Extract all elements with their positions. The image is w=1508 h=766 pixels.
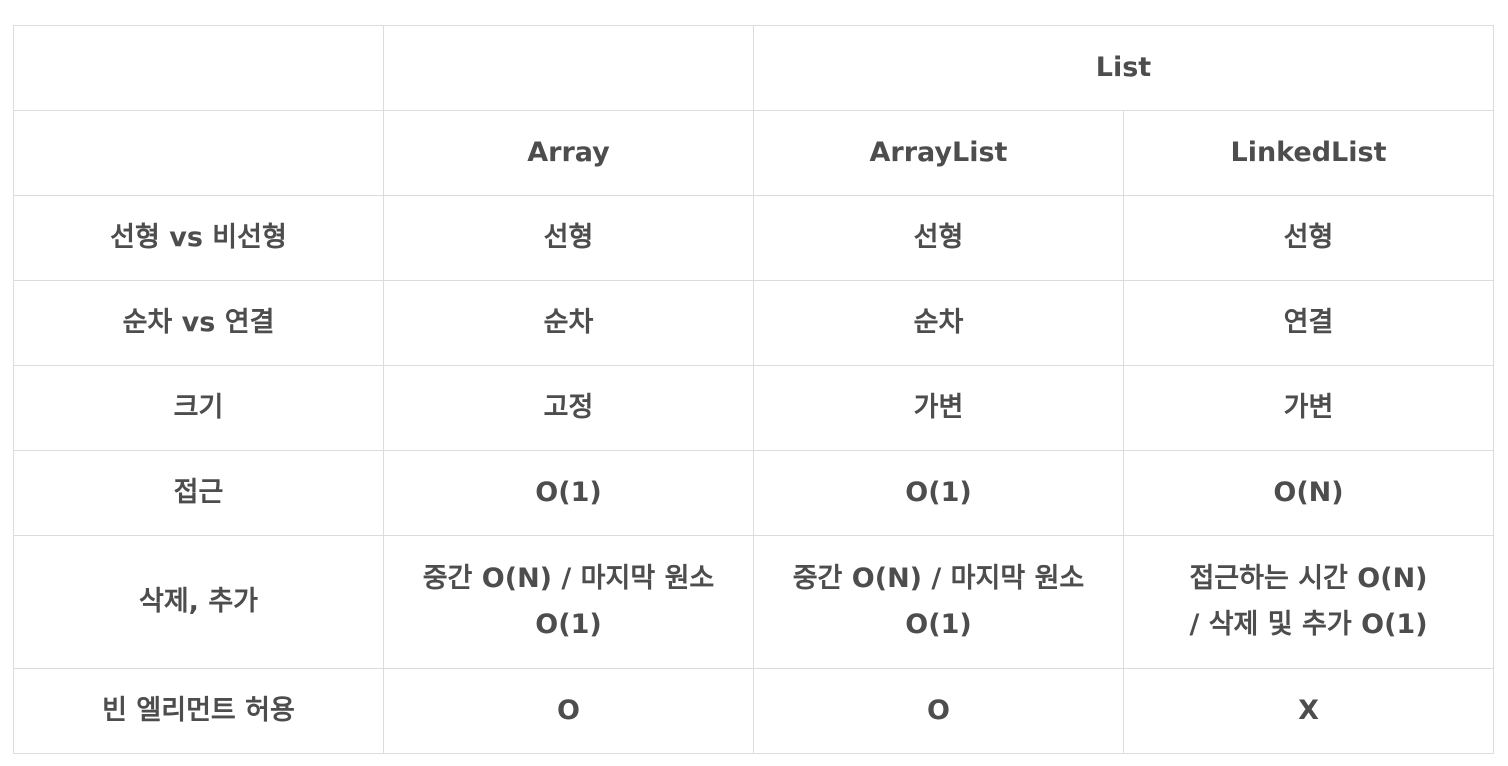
cell-array: 고정: [383, 365, 754, 451]
cell-line: O(1): [535, 609, 602, 640]
cell-array: 중간 O(N) / 마지막 원소 O(1): [383, 535, 754, 669]
cell-linkedlist: 선형: [1123, 195, 1494, 281]
header-group-row: List: [13, 25, 1494, 111]
header-label-blank: [13, 110, 384, 196]
cell-line: 접근하는 시간 O(N): [1189, 563, 1428, 594]
cell-line: / 삭제 및 추가 O(1): [1189, 609, 1428, 640]
table-row: 선형 vs 비선형 선형 선형 선형: [13, 195, 1494, 281]
comparison-table: List Array ArrayList LinkedList 선형 vs 비선…: [13, 25, 1494, 754]
cell-arraylist: 선형: [753, 195, 1124, 281]
row-label: 순차 vs 연결: [13, 280, 384, 366]
table-row: 크기 고정 가변 가변: [13, 365, 1494, 451]
cell-array: 순차: [383, 280, 754, 366]
cell-line: O(1): [905, 609, 972, 640]
row-label: 크기: [13, 365, 384, 451]
cell-arraylist: O: [753, 668, 1124, 754]
cell-linkedlist: 연결: [1123, 280, 1494, 366]
cell-array: 선형: [383, 195, 754, 281]
row-label: 선형 vs 비선형: [13, 195, 384, 281]
corner-cell: [13, 25, 384, 111]
column-header-linkedlist: LinkedList: [1123, 110, 1494, 196]
column-header-row: Array ArrayList LinkedList: [13, 110, 1494, 196]
cell-linkedlist: 가변: [1123, 365, 1494, 451]
row-label: 삭제, 추가: [13, 535, 384, 669]
table-row: 순차 vs 연결 순차 순차 연결: [13, 280, 1494, 366]
cell-line: 중간 O(N) / 마지막 원소: [422, 563, 715, 594]
cell-arraylist: 가변: [753, 365, 1124, 451]
row-label: 접근: [13, 450, 384, 536]
cell-array: O: [383, 668, 754, 754]
cell-linkedlist: 접근하는 시간 O(N) / 삭제 및 추가 O(1): [1123, 535, 1494, 669]
cell-linkedlist: O(N): [1123, 450, 1494, 536]
table-row: 접근 O(1) O(1) O(N): [13, 450, 1494, 536]
header-list-group: List: [753, 25, 1494, 111]
cell-arraylist: O(1): [753, 450, 1124, 536]
column-header-arraylist: ArrayList: [753, 110, 1124, 196]
cell-array: O(1): [383, 450, 754, 536]
column-header-array: Array: [383, 110, 754, 196]
cell-arraylist: 순차: [753, 280, 1124, 366]
row-label: 빈 엘리먼트 허용: [13, 668, 384, 754]
header-blank-cell: [383, 25, 754, 111]
table-row: 빈 엘리먼트 허용 O O X: [13, 668, 1494, 754]
cell-line: 중간 O(N) / 마지막 원소: [792, 563, 1085, 594]
table-row: 삭제, 추가 중간 O(N) / 마지막 원소 O(1) 중간 O(N) / 마…: [13, 535, 1494, 669]
cell-linkedlist: X: [1123, 668, 1494, 754]
cell-arraylist: 중간 O(N) / 마지막 원소 O(1): [753, 535, 1124, 669]
